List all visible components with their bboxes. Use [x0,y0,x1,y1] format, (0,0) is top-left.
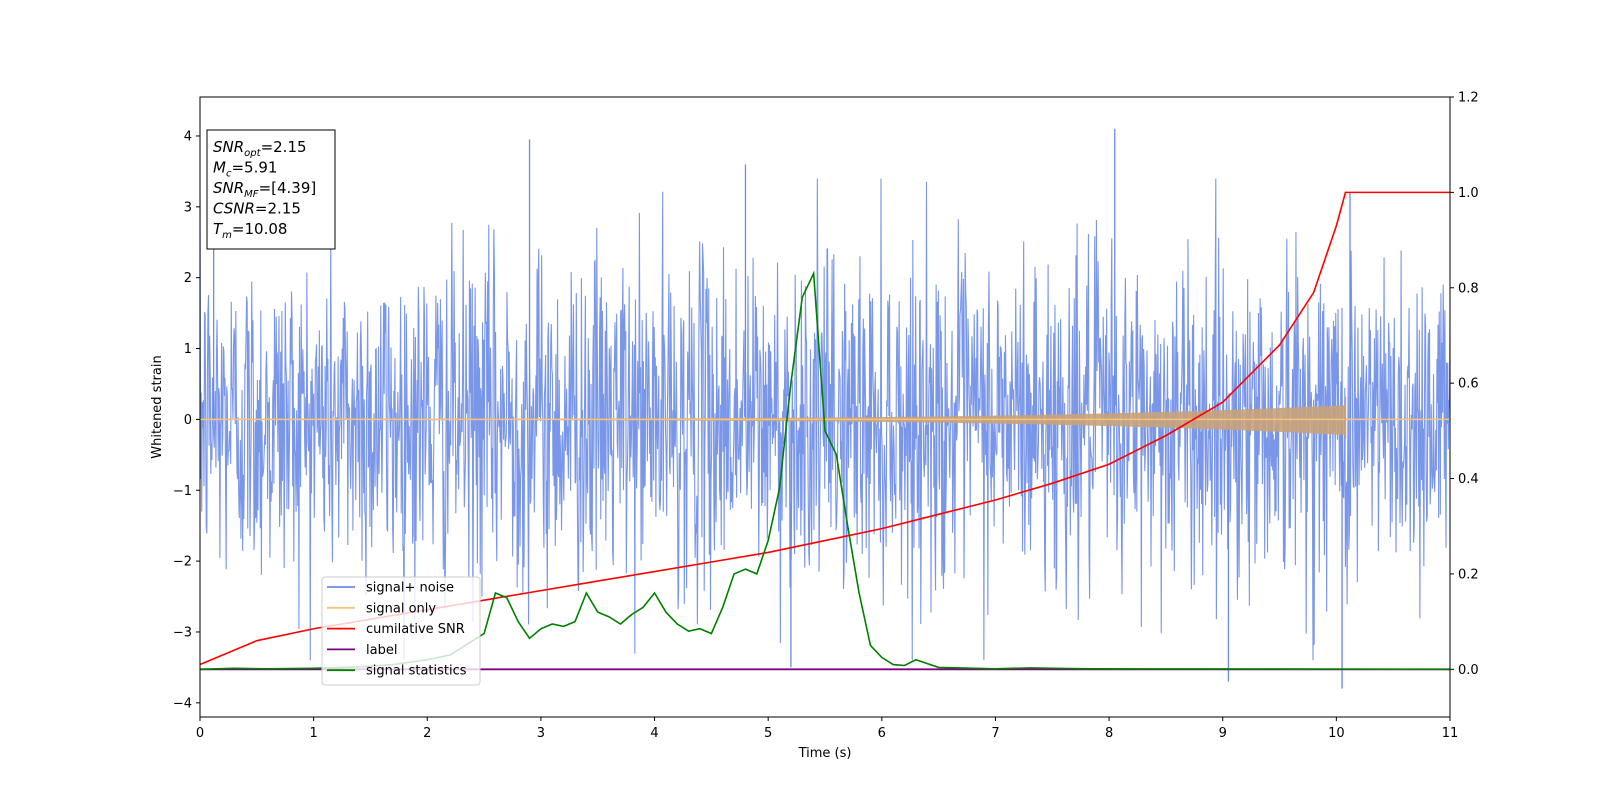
y-tick-label: −2 [173,555,192,570]
y-tick-label: −1 [173,484,192,499]
y-axis-right: 0.0 0.2 0.4 0.6 0.8 1.0 1.2 [1450,91,1479,678]
x-tick-label: 0 [196,726,204,741]
y-axis-left: −4 −3 −2 −1 0 1 2 3 4 [173,129,200,711]
signal-only-series [200,396,1450,440]
annotation-line: Tm=10.08 [213,220,287,241]
x-axis-label: Time (s) [798,746,852,761]
y2-tick-label: 1.0 [1458,186,1479,201]
legend-entry: signal only [366,601,436,616]
x-tick-label: 7 [991,726,999,741]
y2-tick-label: 0.6 [1458,377,1479,392]
x-tick-label: 3 [537,726,545,741]
annotation-line: SNRMF=[4.39] [213,179,316,200]
legend-frame [321,576,481,686]
legend-entry: label [366,643,397,658]
plot-frame [199,96,1451,718]
y2-tick-label: 0.0 [1458,663,1479,678]
x-tick-label: 10 [1328,726,1345,741]
legend-entry: cumilative SNR [366,622,465,637]
x-tick-label: 2 [423,726,431,741]
x-tick-label: 5 [764,726,772,741]
annotation-line: SNRopt=2.15 [213,138,307,159]
legend-entry: signal statistics [366,664,467,679]
x-tick-label: 8 [1105,726,1113,741]
x-tick-label: 4 [650,726,658,741]
x-tick-label: 11 [1442,726,1459,741]
y-tick-label: 3 [184,200,192,215]
annotation-frame [206,129,336,250]
y2-tick-label: 0.4 [1458,472,1479,487]
x-axis: 0 1 2 3 4 5 6 7 8 9 10 11 [196,717,1458,741]
y2-tick-label: 1.2 [1458,91,1479,106]
x-tick-label: 9 [1219,726,1227,741]
y-tick-label: 2 [184,271,192,286]
y-axis-label: Whitened strain [150,355,165,458]
x-tick-label: 1 [309,726,317,741]
y2-tick-label: 0.2 [1458,567,1479,582]
annotation-line: Mc=5.91 [213,159,277,180]
y-tick-label: 1 [184,342,192,357]
y-tick-label: 0 [184,413,192,428]
legend-entry: signal+ noise [366,581,454,596]
y-tick-label: −3 [173,625,192,640]
y-tick-label: −4 [173,696,192,711]
y-tick-label: 4 [184,129,192,144]
annotation-line: CSNR=2.15 [213,200,301,218]
legend: signal+ noise signal only cumilative SNR la… [321,576,481,686]
x-tick-label: 6 [878,726,886,741]
y2-tick-label: 0.8 [1458,281,1479,296]
